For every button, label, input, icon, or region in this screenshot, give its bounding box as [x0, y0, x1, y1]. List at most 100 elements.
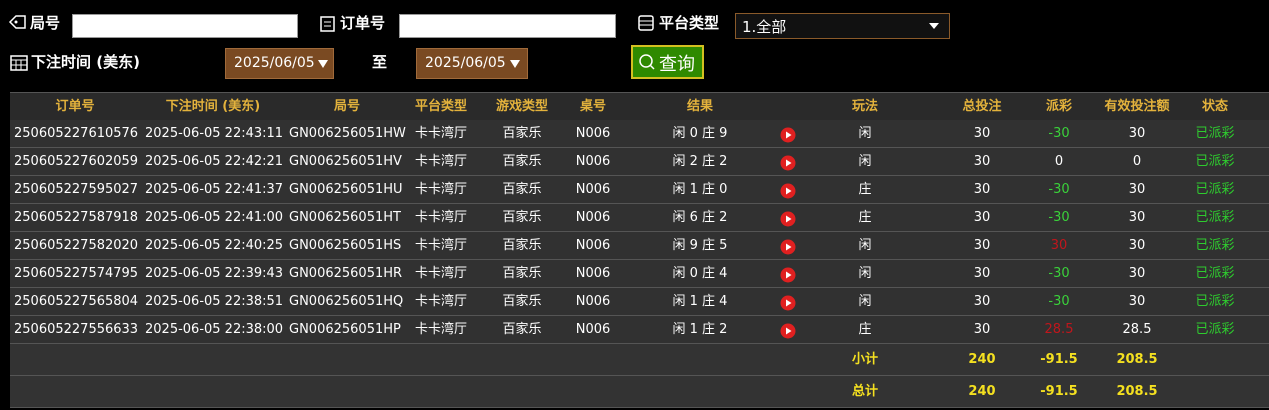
header-cell: 玩法	[851, 99, 878, 114]
header-cell: 结果	[686, 99, 713, 114]
data-row: 250605227582020 2025-06-05 22:40:25 GN0062…	[10, 232, 1269, 260]
data-cell: 2025-06-05 22:39:43	[145, 266, 284, 281]
subtotal-total-bet: 240	[968, 352, 996, 367]
total-row: 总计 240 -91.5 208.5	[10, 376, 1269, 408]
subtotal-payout: -91.5	[1040, 352, 1078, 367]
order-input[interactable]	[399, 14, 616, 38]
to-label: 至	[372, 53, 388, 71]
data-cell: 百家乐	[502, 182, 542, 197]
subtotal-row: 小计 240 -91.5 208.5	[10, 344, 1269, 376]
header-cell: 游戏类型	[495, 99, 548, 114]
video-icon[interactable]	[780, 211, 796, 227]
video-icon[interactable]	[780, 183, 796, 199]
search-icon	[639, 54, 655, 70]
data-cell: GN006256051HV	[289, 154, 402, 169]
data-cell: 卡卡湾厅	[414, 266, 467, 281]
data-cell: 庄	[858, 322, 872, 337]
data-cell: GN006256051HS	[289, 238, 402, 253]
data-cell: 闲	[858, 126, 872, 141]
data-cell: 闲 1 庄 2	[672, 322, 728, 337]
data-cell: 2025-06-05 22:38:00	[145, 322, 284, 337]
data-cell: 卡卡湾厅	[414, 294, 467, 309]
data-cell: 已派彩	[1195, 210, 1235, 225]
data-cell: N006	[575, 182, 611, 197]
data-cell: 卡卡湾厅	[414, 154, 467, 169]
video-icon[interactable]	[780, 295, 796, 311]
header-cell: 下注时间 (美东)	[165, 99, 261, 114]
video-icon[interactable]	[780, 323, 796, 339]
data-cell: 已派彩	[1195, 154, 1235, 169]
data-cell: GN006256051HT	[289, 210, 401, 225]
data-cell: 250605227602059	[14, 154, 139, 169]
total-effective: 208.5	[1116, 384, 1158, 399]
date-to-value: 2025/06/05	[425, 55, 506, 71]
data-cell: 2025-06-05 22:38:51	[145, 294, 284, 309]
data-cell: 百家乐	[502, 210, 542, 225]
data-row: 250605227556633 2025-06-05 22:38:00 GN0062…	[10, 316, 1269, 344]
data-cell: 百家乐	[502, 266, 542, 281]
data-row: 250605227565804 2025-06-05 22:38:51 GN0062…	[10, 288, 1269, 316]
data-cell: 庄	[858, 210, 872, 225]
data-cell: -30	[1048, 182, 1070, 197]
data-cell: 250605227574795	[14, 266, 139, 281]
data-cell: 30	[973, 322, 991, 337]
total-payout: -91.5	[1040, 384, 1078, 399]
date-from-value: 2025/06/05	[234, 55, 315, 71]
data-row: 250605227595027 2025-06-05 22:41:37 GN0062…	[10, 176, 1269, 204]
query-button[interactable]: 查询	[631, 45, 704, 79]
data-cell: 2025-06-05 22:41:37	[145, 182, 284, 197]
date-from[interactable]: 2025/06/05	[225, 48, 334, 79]
data-cell: 250605227582020	[14, 238, 139, 253]
data-cell: N006	[575, 322, 611, 337]
header-cell: 桌号	[579, 99, 606, 114]
tag-icon	[8, 15, 26, 29]
data-cell: 2025-06-05 22:43:11	[145, 126, 284, 141]
data-cell: 30	[973, 182, 991, 197]
data-cell: 卡卡湾厅	[414, 126, 467, 141]
data-cell: 已派彩	[1195, 238, 1235, 253]
data-cell: 闲 1 庄 0	[672, 182, 728, 197]
header-cell: 平台类型	[414, 99, 467, 114]
data-cell: -30	[1048, 266, 1070, 281]
data-cell: 庄	[858, 182, 872, 197]
order-icon	[320, 16, 335, 32]
date-to[interactable]: 2025/06/05	[416, 48, 528, 79]
video-icon[interactable]	[780, 155, 796, 171]
data-cell: 闲	[858, 154, 872, 169]
data-cell: 250605227610576	[14, 126, 139, 141]
data-cell: 已派彩	[1195, 126, 1235, 141]
data-cell: N006	[575, 154, 611, 169]
video-icon[interactable]	[780, 239, 796, 255]
data-cell: 30	[973, 266, 991, 281]
data-cell: 0	[1132, 154, 1142, 169]
data-cell: -30	[1048, 126, 1070, 141]
data-cell: 30	[1128, 294, 1146, 309]
header-cell: 状态	[1201, 99, 1228, 114]
data-cell: 30	[973, 238, 991, 253]
round-input[interactable]	[72, 14, 298, 38]
data-cell: 30	[1128, 238, 1146, 253]
data-cell: 30	[1050, 238, 1068, 253]
data-cell: 已派彩	[1195, 266, 1235, 281]
data-cell: 2025-06-05 22:40:25	[145, 238, 284, 253]
data-cell: 闲	[858, 294, 872, 309]
total-total-bet: 240	[968, 384, 996, 399]
calendar-icon	[10, 55, 28, 71]
data-cell: 30	[973, 294, 991, 309]
header-cell: 派彩	[1045, 99, 1072, 114]
platform-select[interactable]: 1.全部	[735, 13, 950, 39]
data-cell: 百家乐	[502, 126, 542, 141]
data-cell: 30	[1128, 182, 1146, 197]
video-icon[interactable]	[780, 127, 796, 143]
subtotal-label: 小计	[851, 352, 878, 367]
video-icon[interactable]	[780, 267, 796, 283]
data-cell: 卡卡湾厅	[414, 322, 467, 337]
data-cell: 闲 1 庄 4	[672, 294, 728, 309]
data-row: 250605227574795 2025-06-05 22:39:43 GN0062…	[10, 260, 1269, 288]
data-cell: 2025-06-05 22:42:21	[145, 154, 284, 169]
dropdown-arrow	[318, 60, 328, 68]
data-cell: 卡卡湾厅	[414, 182, 467, 197]
data-cell: 已派彩	[1195, 322, 1235, 337]
